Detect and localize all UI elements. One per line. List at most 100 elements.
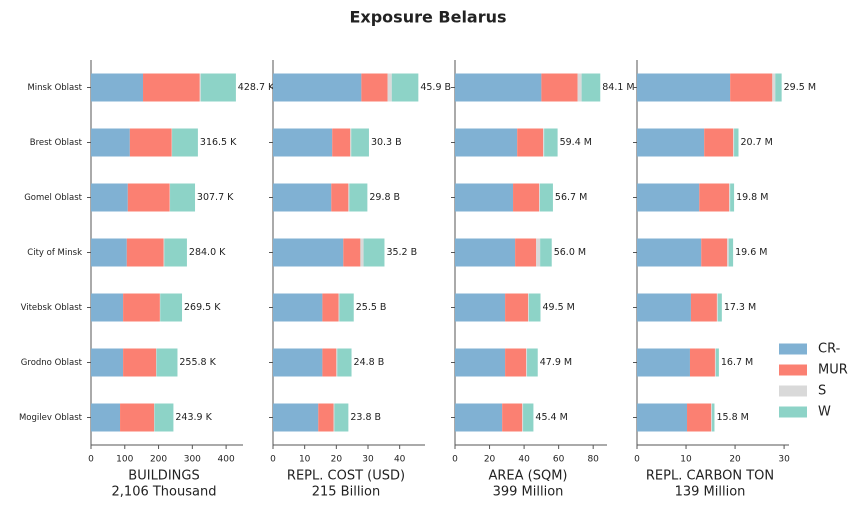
- x-axis-label: REPL. COST (USD): [287, 469, 405, 484]
- bar-segment: [91, 128, 130, 157]
- x-tick-label: 20: [331, 455, 343, 465]
- bar-segment: [91, 293, 124, 322]
- bar-segment: [544, 128, 558, 157]
- bar-segment: [523, 403, 534, 432]
- x-axis-label: BUILDINGS: [128, 469, 199, 484]
- total-label: 45.4 M: [535, 412, 567, 423]
- total-label: 316.5 K: [200, 137, 237, 148]
- legend-label: CR-: [818, 342, 841, 357]
- x-tick-label: 40: [518, 455, 530, 465]
- bar-segment: [348, 183, 350, 212]
- bar-segment: [539, 183, 540, 212]
- bar-segment: [338, 293, 340, 322]
- x-tick-label: 20: [484, 455, 496, 465]
- y-tick-label: Minsk Oblast: [27, 83, 82, 93]
- bar-segment: [728, 238, 734, 267]
- x-tick-label: 300: [184, 455, 201, 465]
- total-label: 15.8 M: [716, 412, 748, 423]
- x-axis-sublabel: 139 Million: [675, 485, 746, 500]
- legend-label: MUR: [818, 363, 848, 378]
- total-label: 307.7 K: [197, 192, 234, 203]
- total-label: 19.8 M: [736, 192, 768, 203]
- bar-segment: [123, 348, 157, 377]
- bar-segment: [455, 238, 516, 267]
- y-tick-label: City of Minsk: [27, 248, 82, 258]
- bar-segment: [528, 293, 541, 322]
- bar-segment: [716, 293, 718, 322]
- legend-swatch: [779, 406, 807, 418]
- bar-segment: [123, 293, 160, 322]
- bar-segment: [526, 348, 528, 377]
- bar-segment: [727, 238, 729, 267]
- bar-segment: [455, 403, 503, 432]
- bar-segment: [689, 348, 715, 377]
- bar-segment: [712, 403, 715, 432]
- total-label: 24.8 B: [354, 357, 385, 368]
- total-label: 49.5 M: [543, 302, 575, 313]
- y-tick-label: Brest Oblast: [30, 138, 83, 148]
- total-label: 56.0 M: [554, 247, 586, 258]
- bar-segment: [733, 128, 735, 157]
- bar-segment: [687, 403, 712, 432]
- y-tick-label: Vitebsk Oblast: [21, 303, 83, 313]
- total-label: 84.1 M: [602, 82, 634, 93]
- bar-segment: [637, 183, 700, 212]
- x-tick-label: 0: [88, 455, 94, 465]
- x-tick-label: 0: [634, 455, 640, 465]
- bar-segment: [163, 238, 165, 267]
- total-label: 29.5 M: [784, 82, 816, 93]
- x-tick-label: 20: [729, 455, 741, 465]
- bar-segment: [717, 293, 722, 322]
- bar-segment: [715, 348, 719, 377]
- bar-segment: [199, 73, 201, 102]
- bar-segment: [513, 183, 540, 212]
- bar-segment: [539, 183, 553, 212]
- bar-segment: [350, 128, 352, 157]
- bar-segment: [391, 73, 419, 102]
- bar-segment: [455, 183, 514, 212]
- bar-segment: [160, 293, 183, 322]
- bar-segment: [730, 183, 735, 212]
- bar-segment: [543, 128, 545, 157]
- bar-segment: [637, 128, 705, 157]
- x-axis-sublabel: 399 Million: [493, 485, 564, 500]
- bar-segment: [637, 293, 691, 322]
- x-tick-label: 10: [680, 455, 692, 465]
- bar-segment: [541, 73, 578, 102]
- bar-segment: [527, 348, 538, 377]
- total-label: 30.3 B: [371, 137, 402, 148]
- bar-segment: [714, 348, 716, 377]
- bar-segment: [170, 183, 196, 212]
- bar-segment: [505, 293, 529, 322]
- total-label: 284.0 K: [189, 247, 226, 258]
- bar-segment: [730, 73, 773, 102]
- bar-segment: [455, 348, 506, 377]
- y-tick-label: Gomel Oblast: [24, 193, 82, 203]
- y-tick-label: Mogilev Oblast: [19, 413, 83, 423]
- bar-segment: [129, 128, 172, 157]
- bar-segment: [734, 128, 739, 157]
- total-label: 16.7 M: [721, 357, 753, 368]
- bar-segment: [164, 238, 187, 267]
- legend-swatch: [779, 343, 807, 355]
- bar-segment: [273, 238, 344, 267]
- bar-segment: [91, 73, 144, 102]
- bar-segment: [273, 403, 319, 432]
- bar-segment: [349, 183, 368, 212]
- x-axis-label: AREA (SQM): [488, 469, 567, 484]
- bar-segment: [701, 238, 728, 267]
- bar-segment: [577, 73, 582, 102]
- legend-swatch: [779, 364, 807, 376]
- x-tick-label: 200: [150, 455, 167, 465]
- bar-segment: [581, 73, 601, 102]
- total-label: 23.8 B: [350, 412, 381, 423]
- total-label: 25.5 B: [356, 302, 387, 313]
- bar-segment: [772, 73, 776, 102]
- total-label: 17.3 M: [724, 302, 756, 313]
- bar-segment: [334, 403, 349, 432]
- bar-segment: [455, 128, 518, 157]
- legend-label: W: [818, 405, 831, 420]
- total-label: 35.2 B: [386, 247, 417, 258]
- bar-segment: [540, 238, 552, 267]
